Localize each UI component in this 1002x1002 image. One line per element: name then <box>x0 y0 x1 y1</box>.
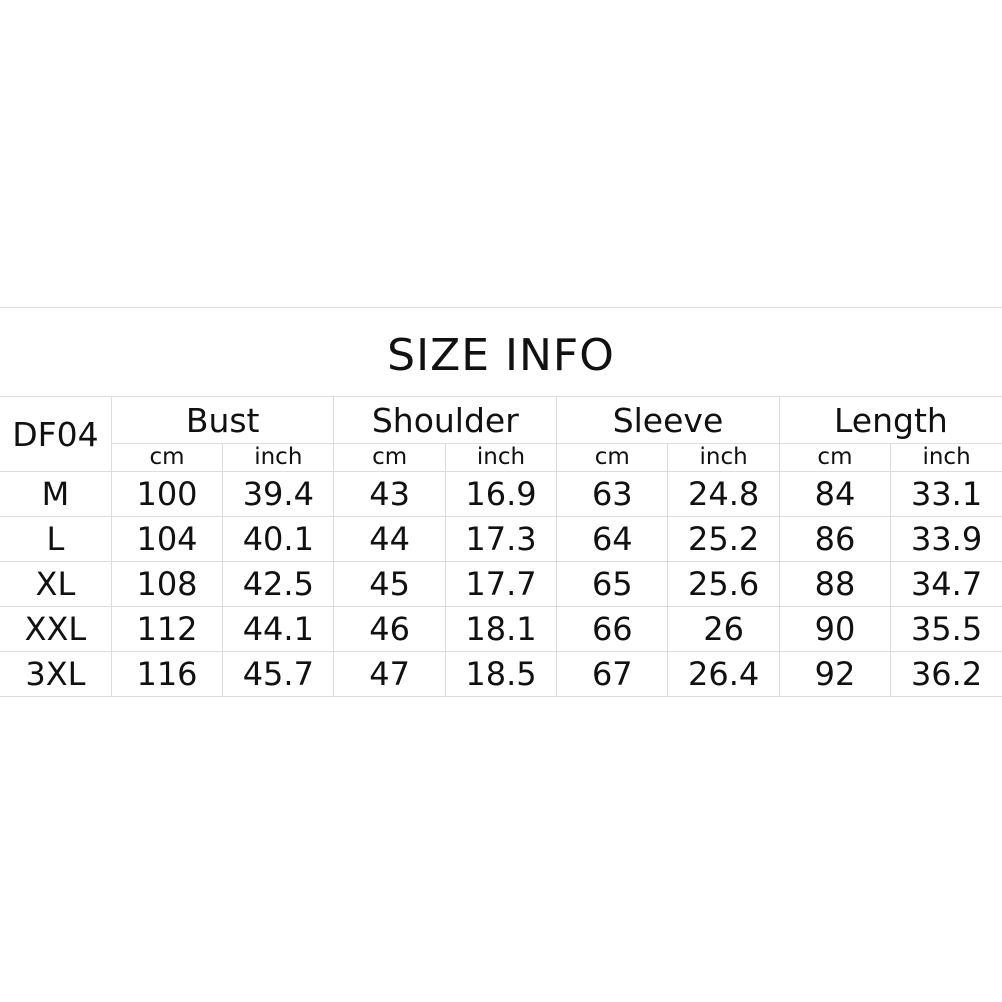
column-header-length: Length <box>778 396 1002 444</box>
header-row: DF04 Bust Shoulder Sleeve Length <box>0 396 1002 472</box>
measurement-cell: 35.5 <box>890 606 1002 652</box>
table-row: M 100 39.4 43 16.9 63 24.8 84 33.1 <box>0 471 1002 517</box>
size-label: XXL <box>0 606 112 652</box>
measurement-cell: 45.7 <box>222 651 335 697</box>
size-label: M <box>0 471 112 517</box>
unit-inch: inch <box>222 443 335 472</box>
measurement-cell: 44.1 <box>222 606 335 652</box>
table-title: SIZE INFO <box>0 307 1002 397</box>
column-header-shoulder: Shoulder <box>333 396 558 444</box>
measurement-cell: 26.4 <box>667 651 780 697</box>
size-table: SIZE INFO DF04 Bust Shoulder Sleeve Length cm… <box>0 307 1002 697</box>
column-header-sleeve: Sleeve <box>556 396 780 444</box>
measurement-cell: 33.1 <box>890 471 1002 517</box>
measurement-cell: 25.2 <box>667 516 780 562</box>
measurement-cell: 116 <box>110 651 224 697</box>
measurement-cell: 25.6 <box>667 561 780 607</box>
unit-inch: inch <box>444 443 558 472</box>
measurement-cell: 36.2 <box>890 651 1002 697</box>
measurement-cell: 65 <box>556 561 669 607</box>
measurement-cell: 86 <box>778 516 892 562</box>
measurement-cell: 45 <box>333 561 446 607</box>
title-row: SIZE INFO <box>0 307 1002 397</box>
measurement-cell: 84 <box>778 471 892 517</box>
table-row: XL 108 42.5 45 17.7 65 25.6 88 34.7 <box>0 561 1002 607</box>
measurement-cell: 63 <box>556 471 669 517</box>
model-code: DF04 <box>0 396 112 472</box>
column-header-bust: Bust <box>110 396 335 444</box>
measurement-cell: 66 <box>556 606 669 652</box>
measurement-cell: 90 <box>778 606 892 652</box>
size-label: L <box>0 516 112 562</box>
unit-inch: inch <box>890 443 1002 472</box>
unit-cm: cm <box>333 443 446 472</box>
unit-cm: cm <box>778 443 892 472</box>
measurement-cell: 64 <box>556 516 669 562</box>
unit-inch: inch <box>667 443 780 472</box>
measurement-cell: 88 <box>778 561 892 607</box>
unit-cm: cm <box>110 443 224 472</box>
size-label: 3XL <box>0 651 112 697</box>
measurement-cell: 18.1 <box>444 606 558 652</box>
size-label: XL <box>0 561 112 607</box>
measurement-cell: 33.9 <box>890 516 1002 562</box>
measurement-cell: 47 <box>333 651 446 697</box>
measurement-cell: 26 <box>667 606 780 652</box>
measurement-cell: 34.7 <box>890 561 1002 607</box>
measurement-cell: 24.8 <box>667 471 780 517</box>
measurement-cell: 16.9 <box>444 471 558 517</box>
table-row: L 104 40.1 44 17.3 64 25.2 86 33.9 <box>0 516 1002 562</box>
measurement-cell: 46 <box>333 606 446 652</box>
table-row: XXL 112 44.1 46 18.1 66 26 90 35.5 <box>0 606 1002 652</box>
measurement-cell: 17.7 <box>444 561 558 607</box>
measurement-cell: 100 <box>110 471 224 517</box>
table-row: 3XL 116 45.7 47 18.5 67 26.4 92 36.2 <box>0 651 1002 697</box>
measurement-cell: 42.5 <box>222 561 335 607</box>
measurement-cell: 17.3 <box>444 516 558 562</box>
measurement-cell: 18.5 <box>444 651 558 697</box>
measurement-cell: 44 <box>333 516 446 562</box>
unit-row: cm inch cm inch cm inch cm inch <box>0 443 1002 472</box>
measurement-cell: 104 <box>110 516 224 562</box>
unit-cm: cm <box>556 443 669 472</box>
measurement-cell: 43 <box>333 471 446 517</box>
measurement-cell: 92 <box>778 651 892 697</box>
measurement-cell: 40.1 <box>222 516 335 562</box>
measurement-cell: 67 <box>556 651 669 697</box>
measurement-cell: 108 <box>110 561 224 607</box>
measurement-cell: 112 <box>110 606 224 652</box>
measurement-cell: 39.4 <box>222 471 335 517</box>
